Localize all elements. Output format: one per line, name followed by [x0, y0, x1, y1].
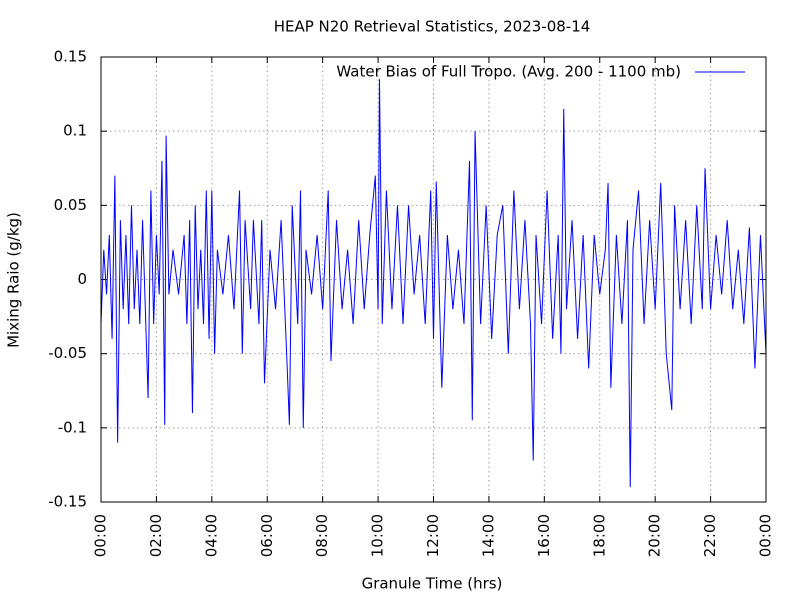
y-tick-label: -0.15: [48, 493, 87, 511]
x-tick-label: 10:00: [369, 514, 387, 557]
x-tick-label: 00:00: [92, 514, 110, 557]
x-tick-label: 12:00: [424, 514, 442, 557]
x-tick-label: 06:00: [258, 514, 276, 557]
x-tick-label: 04:00: [202, 514, 220, 557]
y-tick-label: 0.15: [54, 48, 87, 66]
x-tick-label: 20:00: [646, 514, 664, 557]
legend-label: Water Bias of Full Tropo. (Avg. 200 - 11…: [336, 63, 681, 81]
x-axis-label: Granule Time (hrs): [362, 575, 503, 593]
y-tick-label: 0.1: [63, 122, 87, 140]
y-tick-label: -0.1: [58, 418, 87, 436]
y-tick-label: 0.05: [54, 196, 87, 214]
x-tick-label: 08:00: [313, 514, 331, 557]
x-tick-label: 00:00: [757, 514, 775, 557]
data-line: [100, 79, 767, 488]
x-tick-label: 14:00: [479, 514, 497, 557]
y-tick-label: 0: [77, 270, 87, 288]
x-tick-label: 02:00: [147, 514, 165, 557]
x-tick-label: 16:00: [535, 514, 553, 557]
y-axis-label: Mixing Raio (g/kg): [5, 212, 23, 348]
x-tick-label: 22:00: [701, 514, 719, 557]
x-tick-label: 18:00: [590, 514, 608, 557]
plot-frame: [100, 56, 767, 503]
chart-title: HEAP N20 Retrieval Statistics, 2023-08-1…: [274, 18, 591, 36]
y-tick-label: -0.05: [48, 344, 87, 362]
